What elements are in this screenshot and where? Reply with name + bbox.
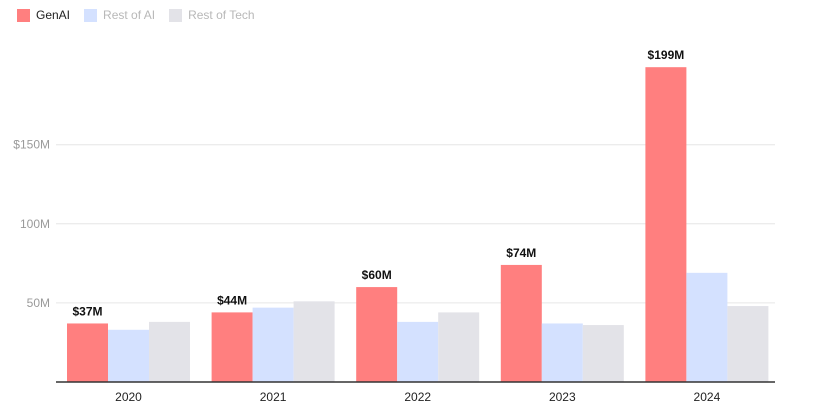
x-tick-label: 2020 — [115, 390, 142, 404]
y-tick-label: 50M — [27, 296, 50, 310]
bar-rest-of-tech-2024[interactable] — [727, 306, 769, 382]
legend-swatch-genai — [17, 8, 30, 22]
y-tick-label: $150M — [13, 138, 50, 152]
x-tick-label: 2024 — [694, 390, 721, 404]
bar-rest-of-tech-2020[interactable] — [149, 321, 190, 382]
bar-rest-of-tech-2021[interactable] — [293, 301, 335, 382]
y-tick-label: 100M — [20, 217, 50, 231]
data-label: $199M — [648, 48, 685, 62]
bar-rest-of-ai-2021[interactable] — [252, 307, 294, 382]
data-label: $37M — [72, 304, 102, 318]
bar-genai-2023[interactable] — [500, 264, 542, 382]
chart-legend: GenAI Rest of AI Rest of Tech — [17, 8, 255, 22]
x-tick-label: 2022 — [404, 390, 431, 404]
bar-rest-of-tech-2023[interactable] — [582, 325, 624, 382]
x-tick-label: 2023 — [549, 390, 576, 404]
bar-rest-of-ai-2024[interactable] — [686, 272, 728, 382]
bar-rest-of-ai-2022[interactable] — [397, 321, 439, 382]
legend-swatch-rest-of-tech — [169, 8, 183, 22]
legend-label-rest-of-ai: Rest of AI — [103, 8, 156, 22]
bar-rest-of-tech-2022[interactable] — [438, 312, 480, 382]
bar-genai-2022[interactable] — [356, 287, 398, 382]
bar-rest-of-ai-2020[interactable] — [108, 329, 149, 382]
data-label: $44M — [217, 293, 247, 307]
bar-rest-of-ai-2023[interactable] — [541, 323, 583, 382]
legend-item-rest-of-tech[interactable]: Rest of Tech — [169, 8, 255, 22]
bar-genai-2020[interactable] — [67, 323, 108, 382]
x-tick-label: 2021 — [260, 390, 287, 404]
data-label: $60M — [362, 268, 392, 282]
legend-label-genai: GenAI — [36, 8, 71, 22]
legend-item-rest-of-ai[interactable]: Rest of AI — [84, 8, 155, 22]
bar-genai-2024[interactable] — [645, 67, 687, 382]
data-label: $74M — [506, 246, 536, 260]
legend-label-rest-of-tech: Rest of Tech — [188, 8, 255, 22]
legend-item-genai[interactable]: GenAI — [17, 8, 70, 22]
legend-swatch-rest-of-ai — [84, 8, 98, 22]
bar-genai-2021[interactable] — [211, 312, 253, 382]
